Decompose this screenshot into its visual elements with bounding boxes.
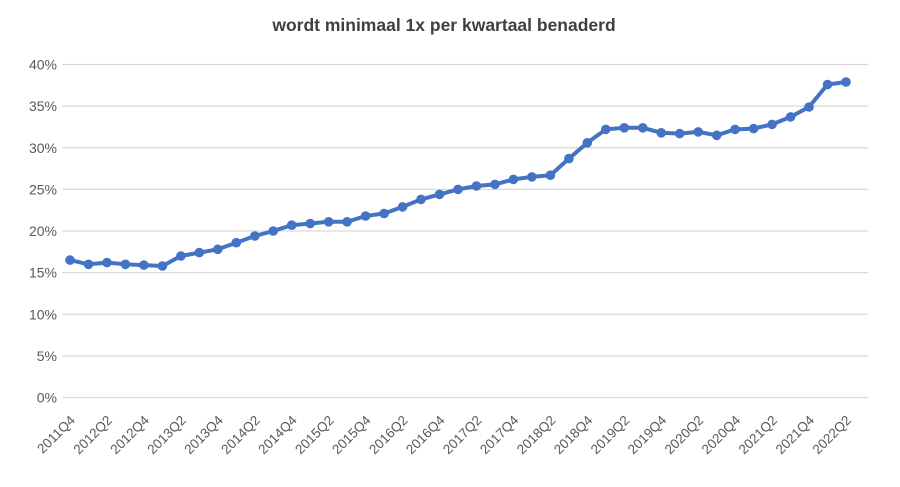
data-point — [250, 231, 260, 241]
data-point — [582, 138, 593, 148]
data-point — [157, 261, 168, 271]
data-point — [342, 217, 352, 227]
x-tick-label: 2014Q4 — [255, 412, 300, 457]
y-tick-label: 25% — [29, 181, 57, 197]
data-point — [601, 124, 611, 135]
x-tick-label: 2018Q2 — [514, 413, 559, 458]
y-tick-label: 0% — [37, 390, 57, 406]
y-tick-label: 35% — [29, 98, 57, 114]
data-point — [434, 189, 445, 200]
data-point — [527, 172, 537, 182]
x-tick-label: 2020Q4 — [699, 412, 744, 457]
series-line — [68, 80, 848, 268]
y-tick-label: 15% — [29, 265, 57, 281]
data-point — [508, 174, 519, 185]
data-point — [65, 255, 75, 265]
x-tick-label: 2018Q4 — [551, 412, 596, 457]
data-point — [231, 237, 242, 248]
data-point — [176, 251, 186, 261]
chart-title: wordt minimaal 1x per kwartaal benaderd — [271, 15, 615, 35]
data-point — [397, 202, 408, 212]
x-tick-label: 2011Q4 — [34, 412, 78, 456]
data-point — [453, 184, 463, 195]
y-tick-label: 5% — [37, 348, 57, 364]
data-point — [545, 170, 556, 180]
x-tick-label: 2012Q4 — [107, 412, 152, 457]
x-tick-label: 2017Q2 — [440, 413, 485, 458]
x-tick-label: 2014Q2 — [218, 413, 263, 458]
x-tick-label: 2021Q4 — [773, 412, 818, 457]
x-tick-label: 2012Q2 — [70, 413, 115, 458]
data-point — [656, 128, 666, 138]
data-point — [841, 77, 851, 87]
data-point — [748, 123, 759, 134]
data-point — [102, 257, 112, 268]
y-tick-label: 40% — [29, 57, 57, 73]
data-point — [83, 259, 94, 270]
x-tick-label: 2019Q4 — [625, 412, 670, 457]
x-tick-label: 2021Q2 — [736, 413, 781, 458]
x-tick-label: 2016Q2 — [366, 413, 411, 458]
data-point — [490, 179, 500, 190]
data-point — [785, 112, 796, 122]
data-series — [65, 77, 851, 271]
data-point — [194, 247, 205, 258]
data-point — [711, 130, 722, 141]
x-axis-tick-labels: 2011Q42012Q22012Q42013Q22013Q42014Q22014… — [34, 412, 854, 457]
x-tick-label: 2022Q2 — [810, 413, 855, 458]
gridlines — [62, 63, 868, 399]
data-point — [619, 123, 630, 133]
data-point — [379, 208, 389, 219]
data-point — [416, 194, 426, 205]
y-tick-label: 10% — [29, 306, 57, 322]
x-tick-label: 2013Q4 — [181, 412, 226, 457]
x-tick-label: 2017Q4 — [477, 412, 522, 457]
y-tick-label: 30% — [29, 140, 57, 156]
data-point — [120, 259, 131, 270]
data-point — [638, 123, 648, 133]
data-point — [564, 153, 574, 164]
data-point — [139, 260, 149, 270]
data-point — [286, 220, 297, 230]
data-point — [323, 217, 334, 227]
data-point — [268, 226, 279, 236]
data-point — [305, 218, 316, 229]
x-tick-label: 2015Q2 — [292, 413, 337, 458]
x-tick-label: 2019Q2 — [588, 413, 633, 458]
data-point — [360, 211, 371, 221]
data-point — [471, 181, 482, 191]
data-point — [767, 119, 777, 130]
y-tick-label: 20% — [29, 223, 57, 239]
data-point — [674, 128, 685, 139]
data-point — [213, 244, 223, 255]
x-tick-label: 2020Q2 — [662, 413, 707, 458]
data-point — [693, 127, 703, 137]
x-tick-label: 2016Q4 — [403, 412, 448, 457]
data-point — [804, 102, 814, 112]
data-point — [822, 79, 833, 90]
y-axis-tick-labels: 0% 5% 10% 15% 20% 25% 30% 35% 40% — [29, 57, 57, 406]
x-tick-label: 2015Q4 — [329, 412, 374, 457]
data-point — [730, 124, 740, 135]
x-tick-label: 2013Q2 — [144, 413, 189, 458]
